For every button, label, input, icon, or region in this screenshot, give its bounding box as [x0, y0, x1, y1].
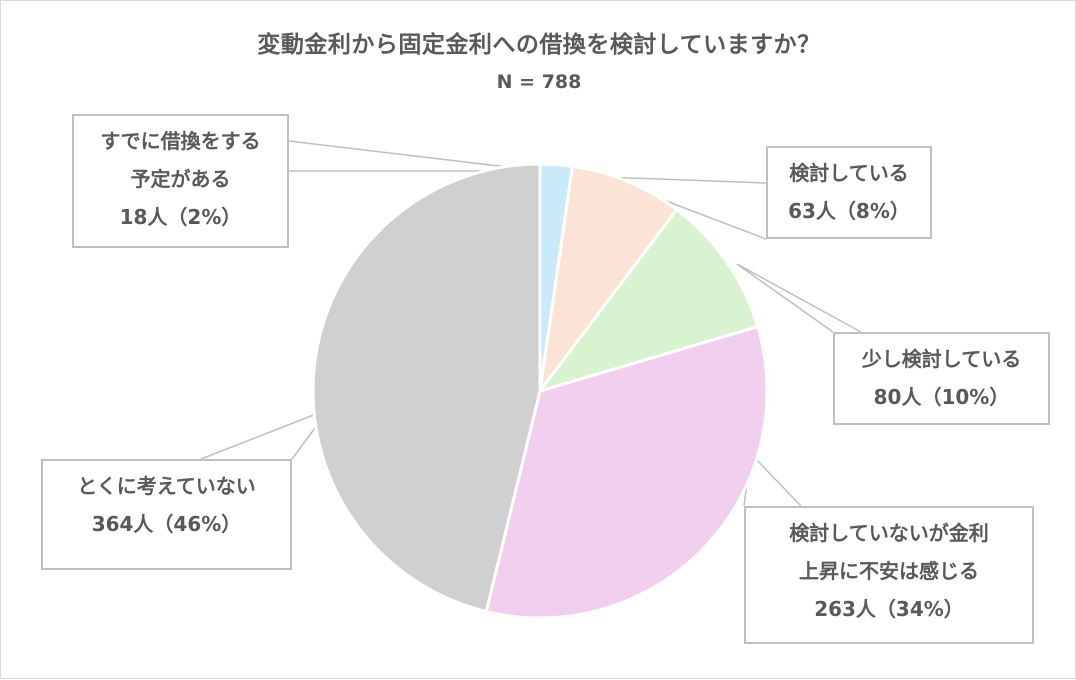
label-line: すでに借換をする	[100, 129, 261, 153]
label-line: 上昇に不安は感じる	[799, 559, 979, 583]
chart-subtitle: N = 788	[496, 71, 582, 93]
slice-considering	[538, 164, 679, 392]
slice-not-thinking-about-it	[311, 162, 542, 614]
chart-title: 変動金利から固定金利への借換を検討していますか？	[257, 32, 821, 58]
label-value: 364人（46%）	[91, 512, 242, 536]
label-not-thinking-about-it: とくに考えていない 364人（46%）	[41, 459, 292, 570]
label-line: 検討していないが金利	[789, 521, 989, 545]
label-not-considering-but-worried: 検討していないが金利 上昇に不安は感じる 263人（34%）	[744, 506, 1034, 644]
slice-slightly-considering	[536, 207, 760, 394]
label-value: 263人（34%）	[814, 597, 964, 621]
label-value: 63人（8%）	[788, 199, 910, 223]
label-considering: 検討している 63人（8%）	[766, 146, 932, 239]
label-value: 80人（10%）	[873, 385, 1010, 409]
slice-not-considering-but-worried	[484, 324, 769, 620]
label-planning-to-refinance: すでに借換をする 予定がある 18人（2%）	[72, 114, 289, 248]
label-line: 予定がある	[130, 167, 231, 191]
label-value: 18人（2%）	[119, 205, 242, 229]
leader-line	[736, 263, 862, 333]
label-line: とくに考えていない	[77, 474, 256, 498]
leader-line	[602, 176, 767, 184]
leader-line	[200, 408, 330, 460]
leader-line	[288, 140, 542, 172]
pie-slices	[311, 162, 769, 620]
leader-line	[750, 453, 802, 507]
label-line: 少し検討している	[861, 347, 1022, 371]
leader-line	[736, 263, 834, 333]
label-line: 検討している	[789, 161, 909, 185]
label-slightly-considering: 少し検討している 80人（10%）	[833, 332, 1050, 425]
